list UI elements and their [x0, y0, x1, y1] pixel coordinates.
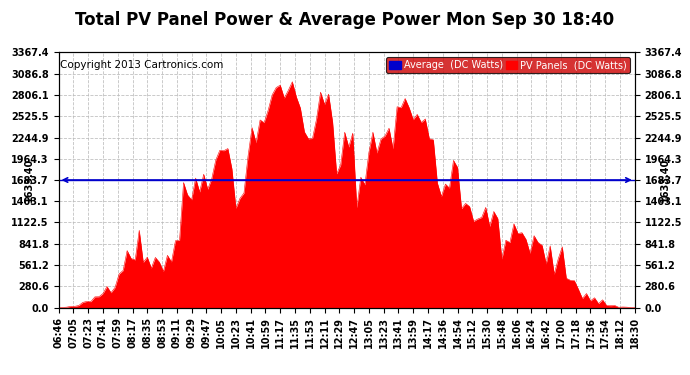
- Text: Total PV Panel Power & Average Power Mon Sep 30 18:40: Total PV Panel Power & Average Power Mon…: [75, 11, 615, 29]
- Legend: Average  (DC Watts), PV Panels  (DC Watts): Average (DC Watts), PV Panels (DC Watts): [386, 57, 630, 73]
- Text: 1633.40: 1633.40: [660, 158, 670, 202]
- Text: Copyright 2013 Cartronics.com: Copyright 2013 Cartronics.com: [60, 60, 223, 70]
- Text: 1633.40: 1633.40: [23, 158, 34, 202]
